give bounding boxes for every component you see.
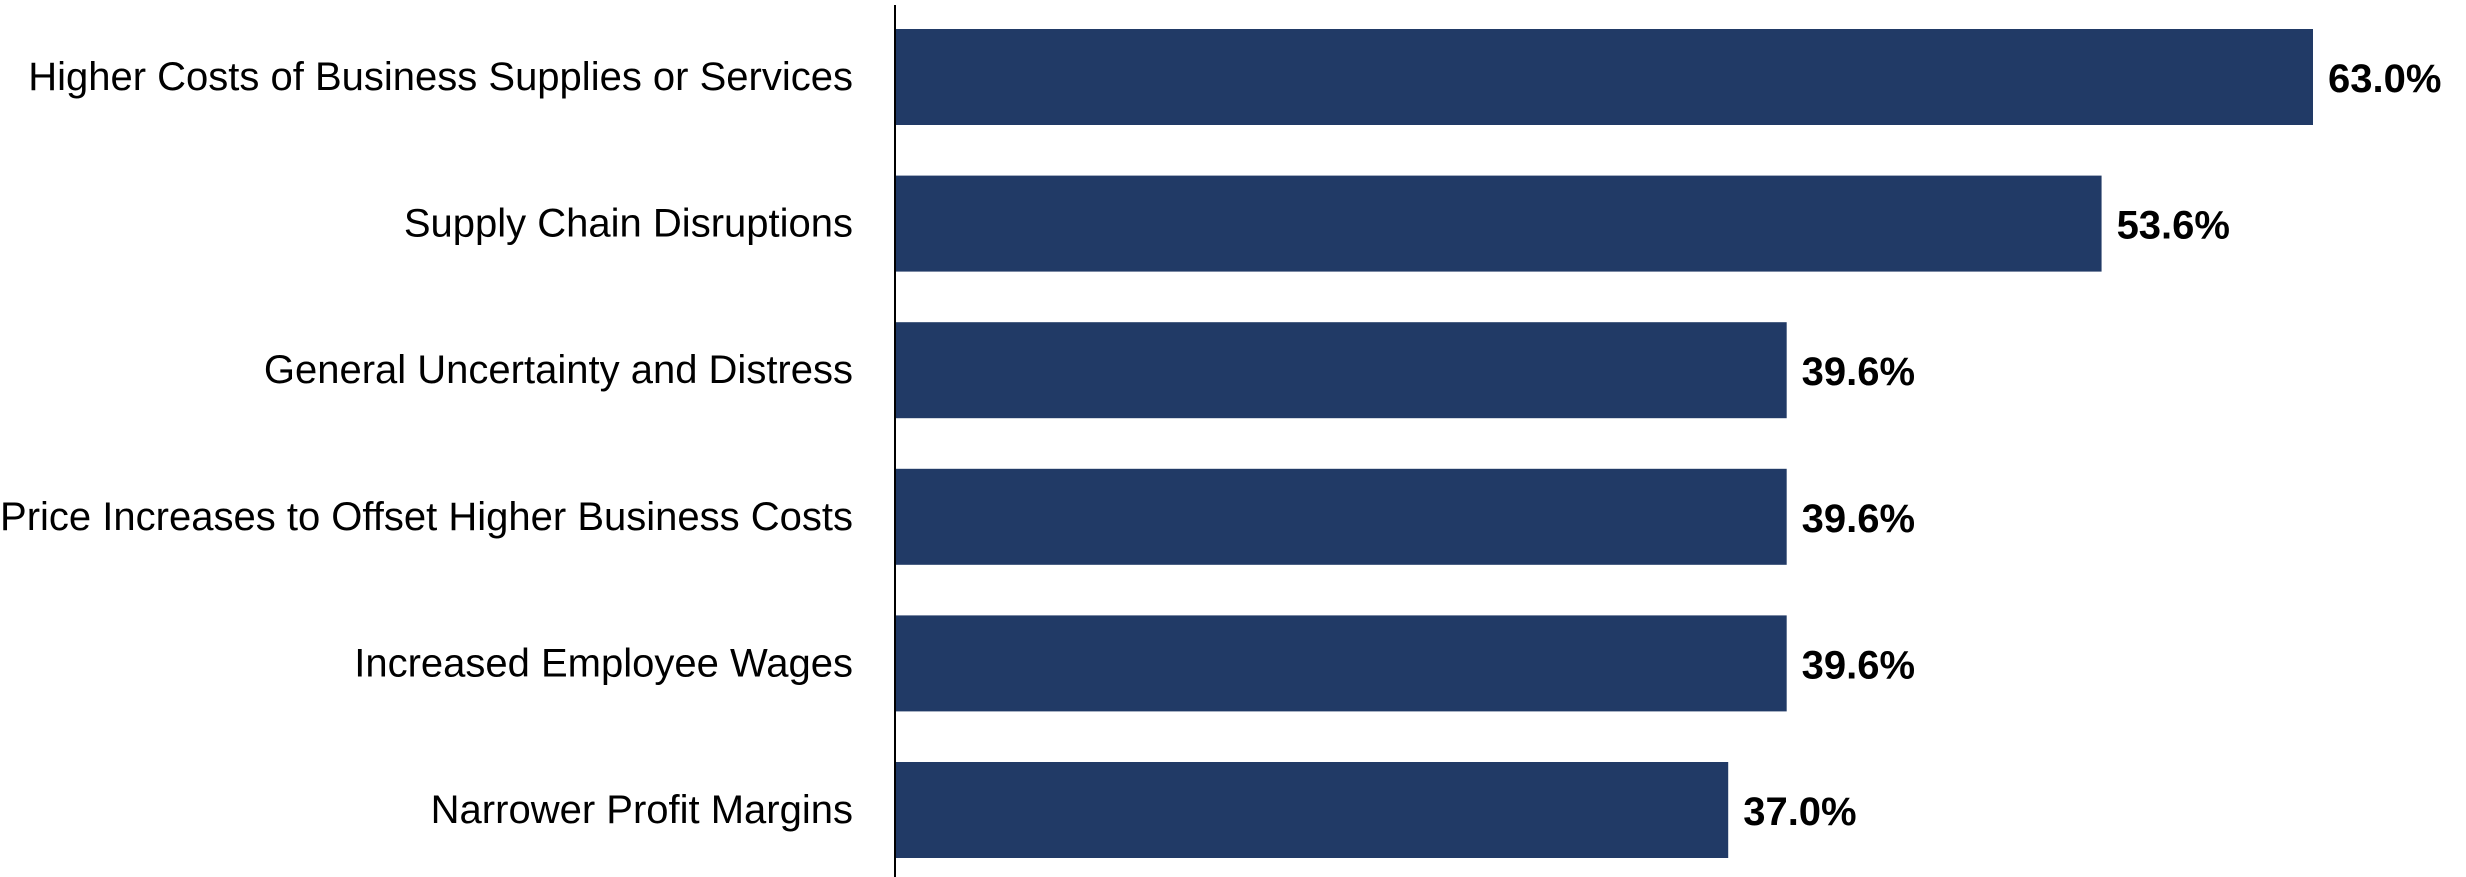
category-label: Supply Chain Disruptions [404,202,853,246]
bar [896,29,2313,125]
labels-layer: Higher Costs of Business Supplies or Ser… [0,55,2441,834]
value-label: 37.0% [1743,790,1856,834]
value-label: 53.6% [2117,204,2230,248]
category-label: Narrower Profit Margins [431,788,853,832]
bars-layer [896,29,2313,858]
bar [896,322,1787,419]
value-label: 63.0% [2328,57,2441,101]
bar [896,468,1787,565]
bar [896,762,1729,858]
category-label: Increased Employee Wages [354,641,853,685]
category-label: Higher Costs of Business Supplies or Ser… [28,55,853,99]
value-label: 39.6% [1802,497,1915,541]
value-label: 39.6% [1802,643,1915,687]
bar [896,615,1787,712]
category-label: General Uncertainty and Distress [264,348,853,392]
category-label: Price Increases to Offset Higher Busines… [0,495,853,539]
bar [896,175,2102,272]
value-label: 39.6% [1802,350,1915,394]
